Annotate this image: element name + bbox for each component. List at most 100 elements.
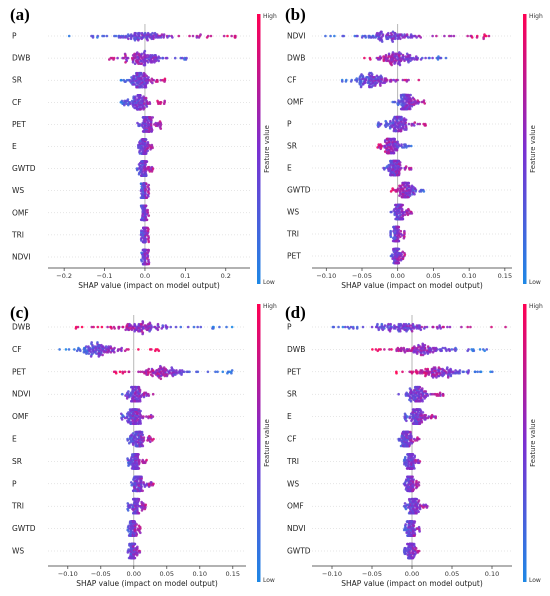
shap-point bbox=[418, 371, 422, 375]
shap-point bbox=[148, 170, 152, 173]
shap-point bbox=[140, 500, 143, 504]
shap-point bbox=[131, 489, 135, 493]
shap-point bbox=[118, 370, 122, 374]
shap-point bbox=[390, 253, 394, 256]
shap-point bbox=[133, 520, 136, 523]
shap-point bbox=[150, 143, 154, 147]
shap-point bbox=[155, 369, 158, 372]
shap-point bbox=[150, 170, 154, 173]
shap-point bbox=[398, 51, 401, 54]
shap-point bbox=[425, 325, 429, 329]
shap-point bbox=[406, 195, 410, 199]
shap-point bbox=[147, 214, 151, 217]
feature-label: CF bbox=[12, 98, 22, 107]
shap-point bbox=[380, 75, 383, 79]
shap-point bbox=[131, 58, 134, 61]
shap-point bbox=[142, 481, 145, 484]
shap-point bbox=[483, 349, 486, 353]
shap-point bbox=[145, 196, 148, 199]
shap-point bbox=[378, 55, 382, 58]
shap-point bbox=[411, 370, 415, 374]
shap-point bbox=[159, 127, 163, 130]
shap-point bbox=[383, 81, 387, 85]
shap-point bbox=[397, 258, 401, 262]
shap-point bbox=[441, 374, 444, 378]
shap-point bbox=[402, 346, 406, 350]
shap-point bbox=[332, 325, 336, 329]
shap-point bbox=[157, 349, 161, 353]
shap-point bbox=[383, 139, 387, 142]
shap-point bbox=[369, 36, 373, 39]
shap-point bbox=[403, 33, 406, 36]
shap-point bbox=[379, 146, 383, 149]
shap-point bbox=[126, 98, 130, 101]
shap-point bbox=[218, 325, 221, 329]
shap-point bbox=[376, 58, 380, 61]
feature-label: WS bbox=[12, 186, 24, 195]
shap-point bbox=[408, 53, 412, 57]
shap-point bbox=[471, 349, 475, 353]
shap-point bbox=[77, 346, 80, 350]
shap-point bbox=[449, 34, 453, 38]
feature-label: NDVI bbox=[287, 32, 306, 41]
shap-point bbox=[444, 56, 448, 60]
shap-point bbox=[355, 327, 359, 330]
shap-point bbox=[405, 52, 409, 56]
shap-point bbox=[352, 327, 355, 330]
shap-point bbox=[143, 49, 147, 53]
shap-point bbox=[119, 101, 123, 104]
shap-point bbox=[133, 329, 136, 333]
shap-point bbox=[387, 163, 390, 167]
shap-point bbox=[454, 346, 457, 350]
shap-point bbox=[466, 371, 470, 375]
feature-label: SR bbox=[287, 390, 297, 399]
feature-label: TRI bbox=[286, 457, 299, 466]
shap-point bbox=[172, 373, 176, 376]
shap-point bbox=[141, 121, 145, 125]
shap-point bbox=[475, 36, 479, 39]
shap-point bbox=[395, 148, 399, 152]
shap-point bbox=[413, 192, 416, 196]
shap-point bbox=[159, 374, 163, 378]
shap-point bbox=[112, 58, 115, 61]
shap-point bbox=[129, 80, 132, 83]
shap-point bbox=[388, 126, 392, 130]
shap-point bbox=[143, 31, 147, 35]
shap-point bbox=[430, 392, 434, 396]
shap-point bbox=[428, 350, 432, 354]
shap-point bbox=[177, 34, 181, 38]
x-tick-label: 0.15 bbox=[498, 272, 512, 280]
shap-point bbox=[131, 497, 135, 501]
shap-point bbox=[156, 124, 159, 128]
shap-point bbox=[137, 385, 140, 389]
shap-point bbox=[399, 59, 403, 63]
shap-point bbox=[407, 93, 411, 97]
shap-point bbox=[424, 413, 428, 417]
shap-point bbox=[102, 34, 106, 38]
shap-point bbox=[409, 97, 413, 101]
shap-point bbox=[409, 33, 413, 36]
shap-point bbox=[416, 458, 420, 462]
shap-point bbox=[146, 208, 149, 212]
shap-point bbox=[399, 444, 403, 448]
shap-point bbox=[391, 51, 395, 54]
shap-point bbox=[156, 99, 159, 103]
shap-point bbox=[221, 370, 225, 374]
shap-point bbox=[414, 350, 418, 354]
shap-point bbox=[370, 325, 374, 329]
shap-point bbox=[333, 34, 336, 38]
shap-point bbox=[399, 37, 402, 41]
shap-point bbox=[173, 56, 177, 60]
shap-point bbox=[353, 34, 357, 38]
shap-point bbox=[412, 34, 416, 38]
shap-point bbox=[133, 52, 136, 56]
colorbar bbox=[257, 14, 261, 284]
shap-point bbox=[136, 51, 139, 54]
shap-point bbox=[439, 56, 442, 60]
shap-point bbox=[440, 349, 444, 353]
shap-point bbox=[146, 149, 149, 152]
shap-point bbox=[395, 115, 398, 119]
shap-point bbox=[446, 366, 449, 369]
shap-point bbox=[126, 322, 130, 326]
